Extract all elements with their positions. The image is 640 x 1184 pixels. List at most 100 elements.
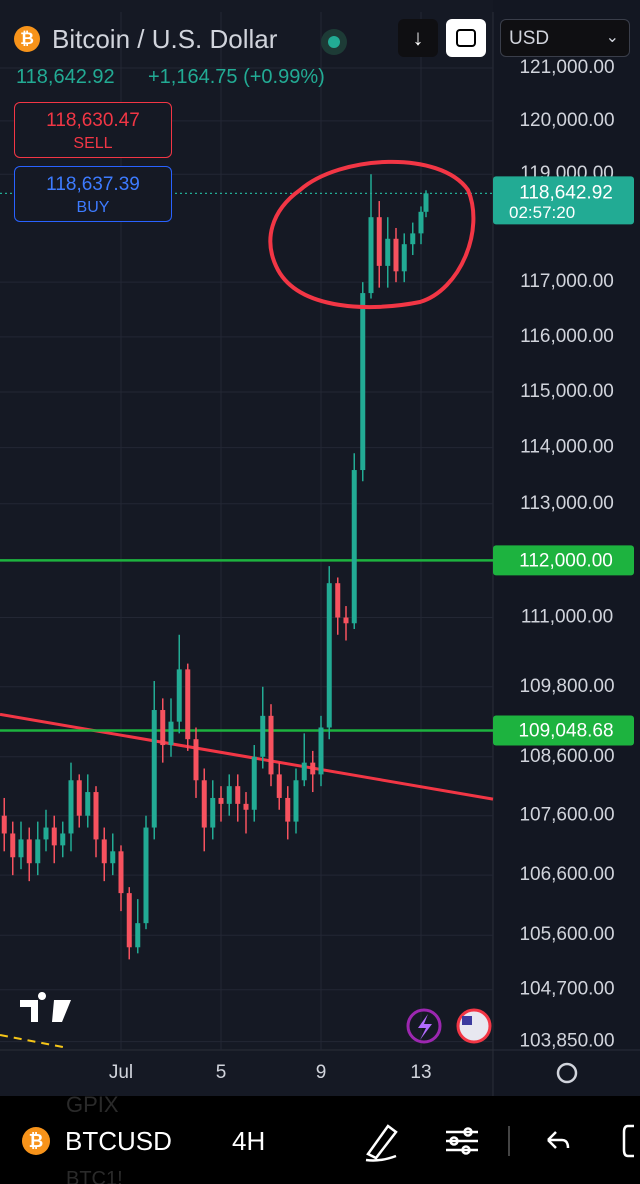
candle [343,606,349,641]
candle-body [185,669,191,740]
candle-body [326,583,332,728]
candle [310,750,316,793]
candle-body [160,710,166,746]
currency-select[interactable]: USD ⌄ [500,19,630,57]
candle-body [201,780,207,828]
countdown: 02:57:20 [509,203,575,222]
candle [201,768,207,852]
toolbar-symbol[interactable]: BTCUSD [65,1126,172,1156]
candle-body [85,792,91,816]
x-tick-label: 13 [410,1062,431,1083]
candle-body [51,827,57,846]
candle-body [10,833,16,858]
y-tick-label: 105,600.00 [519,924,614,945]
candle [401,233,407,283]
candle [101,827,107,882]
candle [210,780,216,840]
price-line-label: 109,048.68 [518,721,613,742]
candle-body [135,923,141,948]
candle [260,686,266,769]
candle [126,887,132,960]
layout-button[interactable] [446,19,486,57]
candle-body [43,827,49,840]
draw-icon[interactable] [365,1124,398,1162]
price-line-tag [493,715,634,746]
candle [393,227,399,283]
candle [185,663,191,751]
candle-body [101,839,107,864]
undo-icon[interactable] [547,1131,570,1149]
flash-icon [406,1008,442,1044]
candle-body [285,797,291,822]
candle-body [193,739,199,781]
buy-button[interactable]: 118,637.39 BUY [14,166,172,222]
candle [118,845,124,912]
candle-body [35,839,41,864]
drawing-fragment [0,1034,69,1049]
candle [376,201,382,288]
candle [235,774,241,822]
candle [176,634,182,734]
y-tick-label: 120,000.00 [519,110,614,131]
candle [251,745,257,822]
candle-body [260,715,266,757]
download-button[interactable]: ↓ [398,19,438,57]
settings-icon [556,1062,578,1084]
price-line-label: 112,000.00 [519,550,613,571]
candle-body [168,721,174,746]
candle-body [176,669,182,722]
candle-body [210,797,216,828]
candle [85,774,91,828]
candle [26,827,32,882]
candle-body [1,815,7,834]
candle [335,577,341,635]
trendline [0,712,494,801]
candle [35,821,41,876]
candle [1,797,7,852]
candle [423,190,429,218]
bottom-toolbar: GPIX BTC1! ₿ BTCUSD 4H [0,1092,640,1184]
tv-logo [20,991,71,1022]
toolbar-interval[interactable]: 4H [232,1126,266,1156]
candle-body [401,244,407,272]
symbol-title[interactable]: Bitcoin / U.S. Dollar [52,24,278,54]
candle-body [351,470,357,624]
candle-body [126,893,132,948]
settings-icon[interactable] [446,1127,478,1155]
candle-body [343,617,349,624]
candle-body [251,756,257,810]
candle [93,786,99,858]
sell-button[interactable]: 118,630.47 SELL [14,102,172,158]
candle [151,680,157,840]
candle-body [151,710,157,828]
candle [368,174,374,299]
y-tick-label: 108,600.00 [519,746,614,767]
y-tick-label: 107,600.00 [519,805,614,826]
candle [243,792,249,834]
candle-body [93,792,99,840]
y-tick-label: 103,850.00 [519,1031,614,1052]
x-tick-label: 5 [216,1062,227,1083]
candle [360,282,366,482]
candle-body [268,715,274,775]
candle-body [226,786,232,804]
candle [68,762,74,852]
candle [301,733,307,787]
candle-body [410,233,416,245]
candle [326,566,332,740]
sell-label: SELL [73,135,113,152]
candle [18,821,24,870]
candle-body [68,780,74,834]
candle [51,815,57,864]
candle [43,809,49,852]
y-tick-label: 111,000.00 [521,607,613,628]
candle-body [110,851,116,864]
candle [268,704,274,787]
toolbar-icons [365,1124,634,1162]
candle [418,206,424,245]
more-icon[interactable] [622,1124,634,1158]
candle [10,821,16,876]
candle-body [368,217,374,294]
